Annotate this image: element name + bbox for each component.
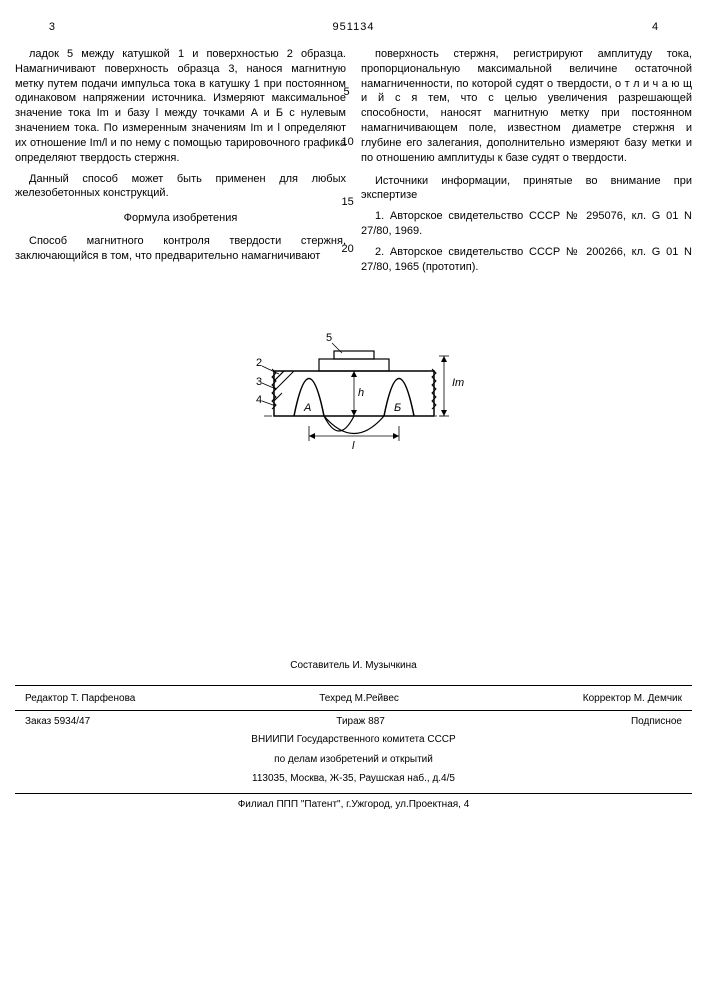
document-number: 951134 xyxy=(55,20,652,35)
formula-title: Формула изобретения xyxy=(15,211,346,226)
left-para-3: Способ магнитного контроля твердости сте… xyxy=(15,234,346,264)
page-number-right: 4 xyxy=(652,20,692,35)
sources-title: Источники информации, принятые во вниман… xyxy=(361,174,692,204)
footer-address: 113035, Москва, Ж-35, Раушская наб., д.4… xyxy=(15,769,692,789)
left-column: ладок 5 между катушкой 1 и поверхностью … xyxy=(15,47,346,281)
fig-label-Im: Im xyxy=(452,377,464,389)
right-column: поверхность стержня, регистрируют амплит… xyxy=(361,47,692,281)
left-para-1: ладок 5 между катушкой 1 и поверхностью … xyxy=(15,47,346,166)
footer-org2: по делам изобретений и открытий xyxy=(15,750,692,770)
left-para-2: Данный способ может быть применен для лю… xyxy=(15,172,346,202)
footer-tirazh: Тираж 887 xyxy=(336,715,385,729)
source-1: 1. Авторское свидетельство СССР № 295076… xyxy=(361,209,692,239)
footer-corrector: Корректор М. Демчик xyxy=(583,692,682,706)
footer-branch: Филиал ППП "Патент", г.Ужгород, ул.Проек… xyxy=(15,794,692,816)
fig-label-l: l xyxy=(352,440,355,452)
fig-label-A: А xyxy=(303,402,311,414)
fig-label-5: 5 xyxy=(326,332,332,344)
source-2: 2. Авторское свидетельство СССР № 200266… xyxy=(361,245,692,275)
line-number-15: 15 xyxy=(342,195,354,210)
footer-block: Составитель И. Музычкина Редактор Т. Пар… xyxy=(15,656,692,816)
footer-org1: ВНИИПИ Государственного комитета СССР xyxy=(15,730,692,750)
fig-label-B: Б xyxy=(394,402,401,414)
line-number-20: 20 xyxy=(342,242,354,257)
fig-label-h: h xyxy=(358,387,364,399)
footer-order: Заказ 5934/47 xyxy=(25,715,90,729)
text-columns: 5 10 15 20 ладок 5 между катушкой 1 и по… xyxy=(15,47,692,281)
fig-label-4: 4 xyxy=(256,394,262,406)
page-header: 3 951134 4 xyxy=(15,20,692,35)
footer-subscription: Подписное xyxy=(631,715,682,729)
footer-editor: Редактор Т. Парфенова xyxy=(25,692,135,706)
footer-techred: Техред М.Рейвес xyxy=(319,692,399,706)
line-number-5: 5 xyxy=(344,85,350,100)
right-para-1: поверхность стержня, регистрируют амплит… xyxy=(361,47,692,166)
footer-compiler: Составитель И. Музычкина xyxy=(15,656,692,676)
fig-label-2: 2 xyxy=(256,357,262,369)
fig-label-3: 3 xyxy=(256,376,262,388)
line-number-10: 10 xyxy=(342,135,354,150)
page-number-left: 3 xyxy=(15,20,55,35)
technical-figure: 2 3 4 5 А Б h l Im xyxy=(15,311,692,476)
